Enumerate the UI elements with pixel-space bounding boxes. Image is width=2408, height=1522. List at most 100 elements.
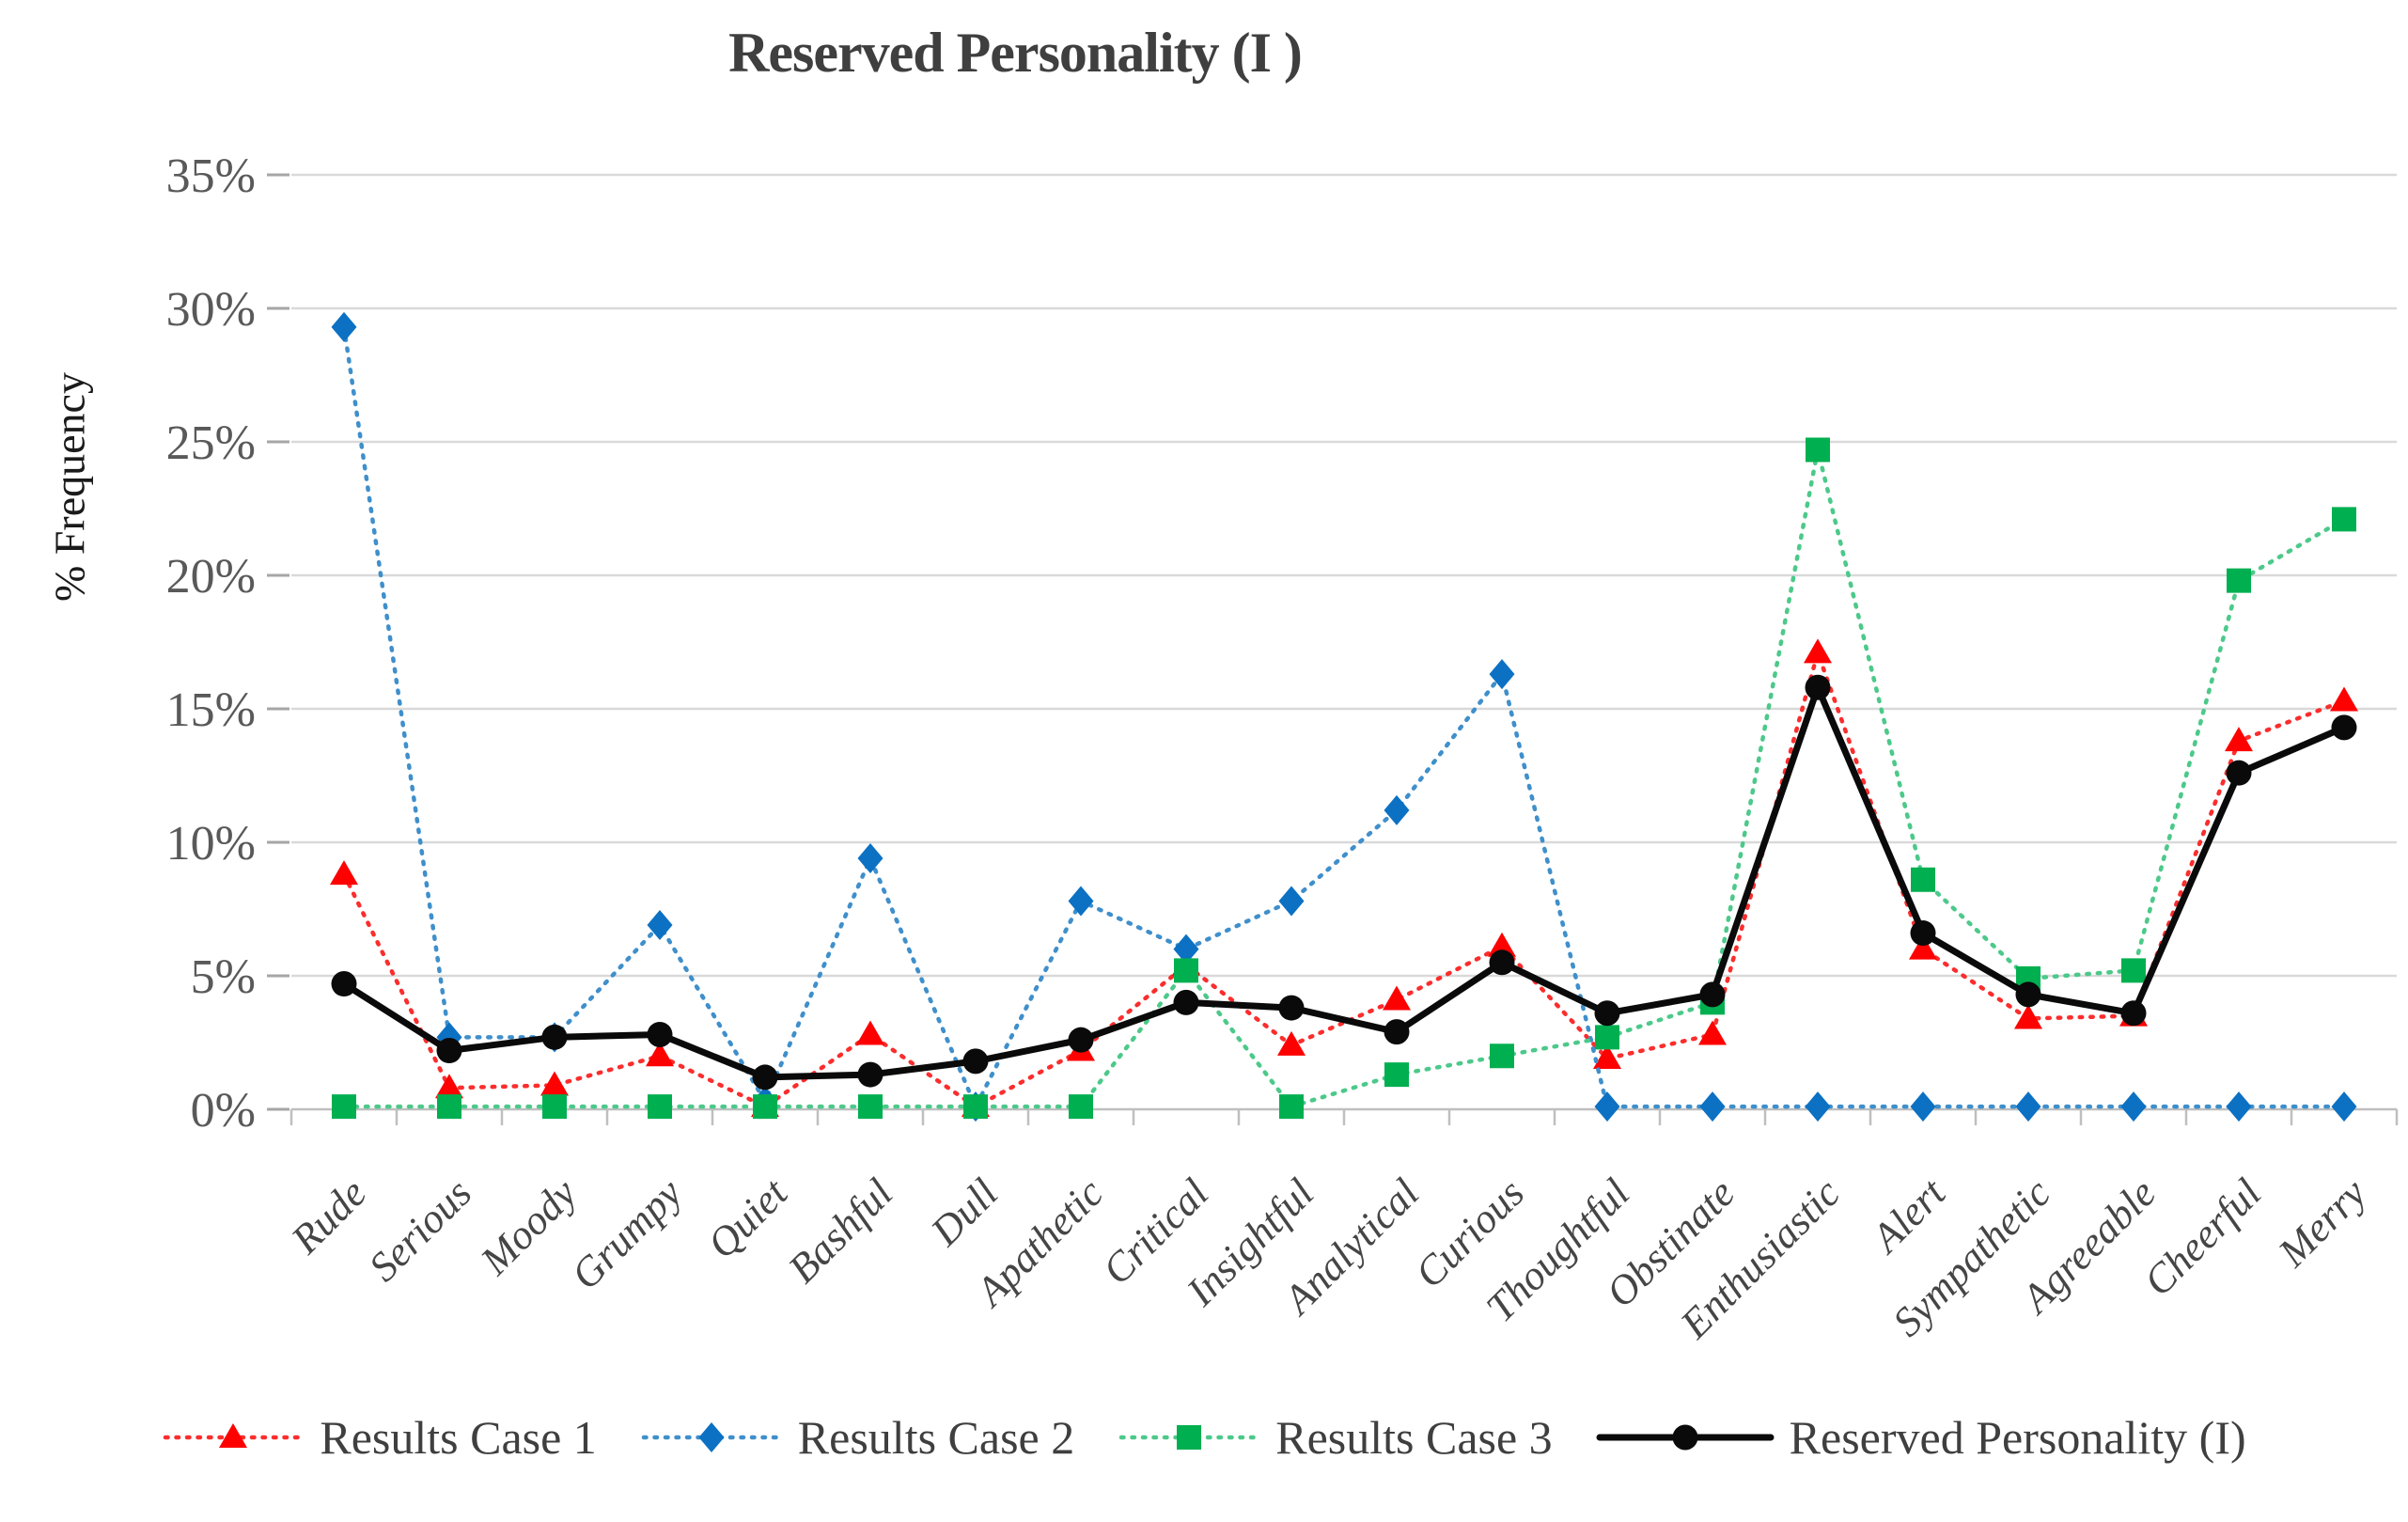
legend-item-reserved-personality[interactable]: Reserved Personality (I) [1596,1410,2246,1465]
results-case-1-marker-triangle [1383,985,1411,1011]
results-case-1-marker-triangle [1488,932,1516,957]
results-case-3-marker-square [332,1094,356,1120]
results-case-3-marker-square [1911,867,1935,892]
y-tick-label: 35% [166,149,256,203]
chart-title: Reserved Personality (I ) [728,22,1303,84]
results-case-1-marker-triangle [1277,1030,1306,1056]
legend: Results Case 1 Results Case 2 Results Ca… [0,1410,2408,1465]
reserved-personality-i-marker-circle [331,971,357,997]
x-tick-label-dull: Dull [921,1169,1007,1255]
x-tick-label-quiet: Quiet [698,1169,797,1267]
y-tick-label: 15% [166,683,256,737]
results-case-3-marker-square [753,1094,777,1120]
results-case-1-marker-triangle [330,860,358,886]
results-case-2-marker-diamond [1805,1091,1831,1122]
results-case-3-marker-square [963,1094,988,1120]
reserved-personality-i-marker-circle [1068,1027,1094,1053]
results-case-3-marker-square [1806,437,1830,463]
legend-item-results-case-2[interactable]: Results Case 2 [640,1410,1074,1465]
results-case-1-marker-triangle [1593,1044,1621,1070]
results-case-2-swatch-icon [641,1422,782,1452]
results-case-2-marker-diamond [1699,1091,1726,1122]
reserved-personality-i-marker-circle [436,1038,462,1064]
y-tick-label: 25% [166,416,256,470]
results-case-3-marker-square [1595,1025,1619,1050]
reserved-personality-i-marker-circle [857,1061,883,1088]
y-tick-label: 20% [166,550,256,604]
x-tick-label-serious: Serious [360,1169,480,1290]
results-case-1-swatch-icon [164,1423,304,1448]
results-case-3-marker-square [1069,1094,1093,1120]
reserved-personality-i-marker-circle [1489,949,1515,976]
y-tick-label: 5% [191,950,256,1004]
reserved-personality-i-marker-circle [647,1021,673,1047]
reserved-personality-i-marker-circle [1699,981,1726,1008]
results-case-2-marker-diamond [1173,934,1199,965]
results-case-2-marker-diamond [1910,1091,1936,1122]
x-tick-label-merry: Merry [2269,1169,2375,1276]
results-case-2-marker-diamond [1384,794,1410,825]
results-case-3-marker-square [542,1094,567,1120]
reserved-personality-i-marker-circle [1173,989,1199,1015]
results-case-2-marker-diamond [1594,1091,1620,1122]
x-tick-label-cheerful: Cheerful [2135,1169,2271,1305]
results-case-2-marker-diamond [2331,1091,2357,1122]
results-case-2-marker-diamond [331,311,357,342]
results-case-3-marker-square [1490,1043,1514,1069]
legend-label: Reserved Personality (I) [1789,1411,2246,1464]
legend-label: Results Case 1 [320,1411,597,1464]
reserved-personality-i-marker-circle [2120,1000,2147,1027]
y-tick-label: 30% [166,283,256,337]
legend-label: Results Case 3 [1275,1411,1553,1464]
x-tick-label-alert: Alert [1861,1169,1955,1263]
legend-label: Results Case 2 [797,1411,1075,1464]
reserved-personality-i-marker-circle [1594,1000,1620,1027]
series-line-results-case-3 [341,447,2347,1109]
reserved-personality-i-marker-circle [541,1024,568,1050]
results-case-1-marker-triangle [856,1020,884,1045]
x-tick-label-bashful: Bashful [779,1169,901,1292]
results-case-1-marker-triangle [1909,934,1937,960]
x-tick-label-rude: Rude [282,1169,375,1263]
results-case-2-marker-diamond [2015,1091,2041,1122]
results-case-3-marker-square [2121,958,2146,983]
results-case-1-marker-triangle [646,1042,674,1067]
results-case-3-swatch-icon [1118,1425,1259,1450]
results-case-3-marker-square [2332,507,2356,532]
results-case-2-marker-diamond [2226,1091,2252,1122]
results-case-3-marker-square [648,1094,672,1120]
legend-item-results-case-1[interactable]: Results Case 1 [162,1410,597,1465]
reserved-personality-i-marker-circle [962,1048,989,1075]
results-case-1-marker-triangle [2225,727,2253,752]
reserved-personality-i-marker-circle [2015,981,2041,1008]
results-case-2-marker-diamond [647,910,673,941]
results-case-3-marker-square [1384,1062,1409,1088]
results-case-1-marker-triangle [2014,1004,2042,1029]
results-case-1-marker-triangle [435,1074,463,1099]
reserved-personality-i-marker-circle [1910,920,1936,947]
results-case-2-marker-diamond [1489,659,1515,690]
legend-item-results-case-3[interactable]: Results Case 3 [1118,1410,1553,1465]
y-tick-label: 10% [166,817,256,871]
reserved-personality-i-marker-circle [1805,674,1831,700]
results-case-2-marker-diamond [2120,1091,2147,1122]
results-case-2-marker-diamond [857,843,883,874]
reserved-personality-i-marker-circle [2226,760,2252,786]
results-case-3-marker-square [1174,958,1198,983]
results-case-3-marker-square [1279,1094,1304,1120]
reserved-personality-i-marker-circle [1384,1019,1410,1045]
series-line-reserved-personality-i [340,683,2348,1081]
results-case-2-marker-diamond [1068,886,1094,917]
reserved-personality-i-marker-circle [1278,995,1305,1021]
results-case-2-marker-diamond [1278,886,1305,917]
results-case-3-marker-square [858,1094,883,1120]
reserved-personality-i-marker-circle [2331,714,2357,741]
results-case-3-marker-square [437,1094,461,1120]
results-case-1-marker-triangle [1804,638,1832,664]
series-line-results-case-2 [341,324,2347,1109]
results-case-1-marker-triangle [1698,1020,1727,1045]
series-line-results-case-1 [341,651,2347,1109]
results-case-1-marker-triangle [540,1071,569,1096]
results-case-3-marker-square [2227,568,2251,593]
